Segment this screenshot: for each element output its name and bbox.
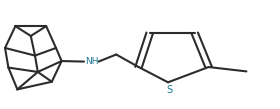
Text: S: S	[166, 85, 172, 95]
Text: NH: NH	[85, 57, 99, 66]
